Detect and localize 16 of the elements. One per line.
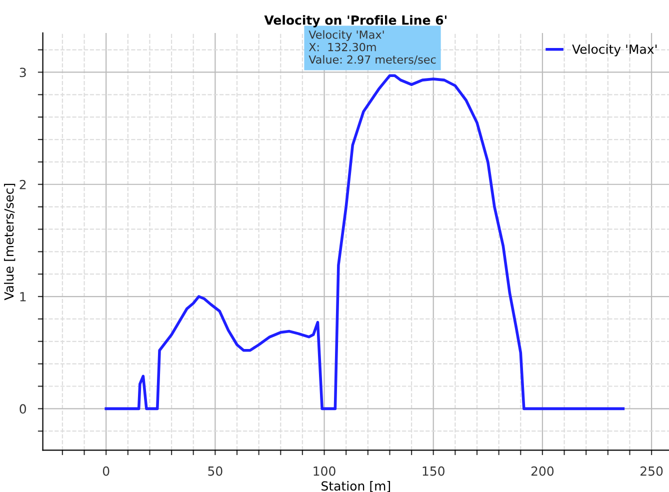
chart-title: Velocity on 'Profile Line 6' — [264, 15, 446, 28]
x-tick-label: 150 — [422, 466, 444, 476]
x-tick-label: 0 — [102, 466, 110, 476]
x-tick-label: 50 — [208, 466, 222, 476]
y-tick-label: 0 — [20, 404, 26, 414]
y-tick-label: 3 — [20, 68, 26, 78]
legend-label: Velocity 'Max' — [572, 44, 657, 56]
x-tick-label: 100 — [314, 466, 336, 476]
y-tick-label: 2 — [20, 180, 26, 190]
x-axis-title: Station [m] — [322, 481, 390, 492]
y-axis-title: Value [meters/sec] — [4, 184, 16, 300]
line-series — [104, 74, 625, 410]
x-tick-label: 200 — [531, 466, 554, 476]
annotation: Velocity 'Max' X: 132.30m Value: 2.97 meters/sec — [308, 30, 436, 65]
x-tick-label: 250 — [640, 466, 663, 476]
y-tick-label: 1 — [20, 292, 26, 302]
